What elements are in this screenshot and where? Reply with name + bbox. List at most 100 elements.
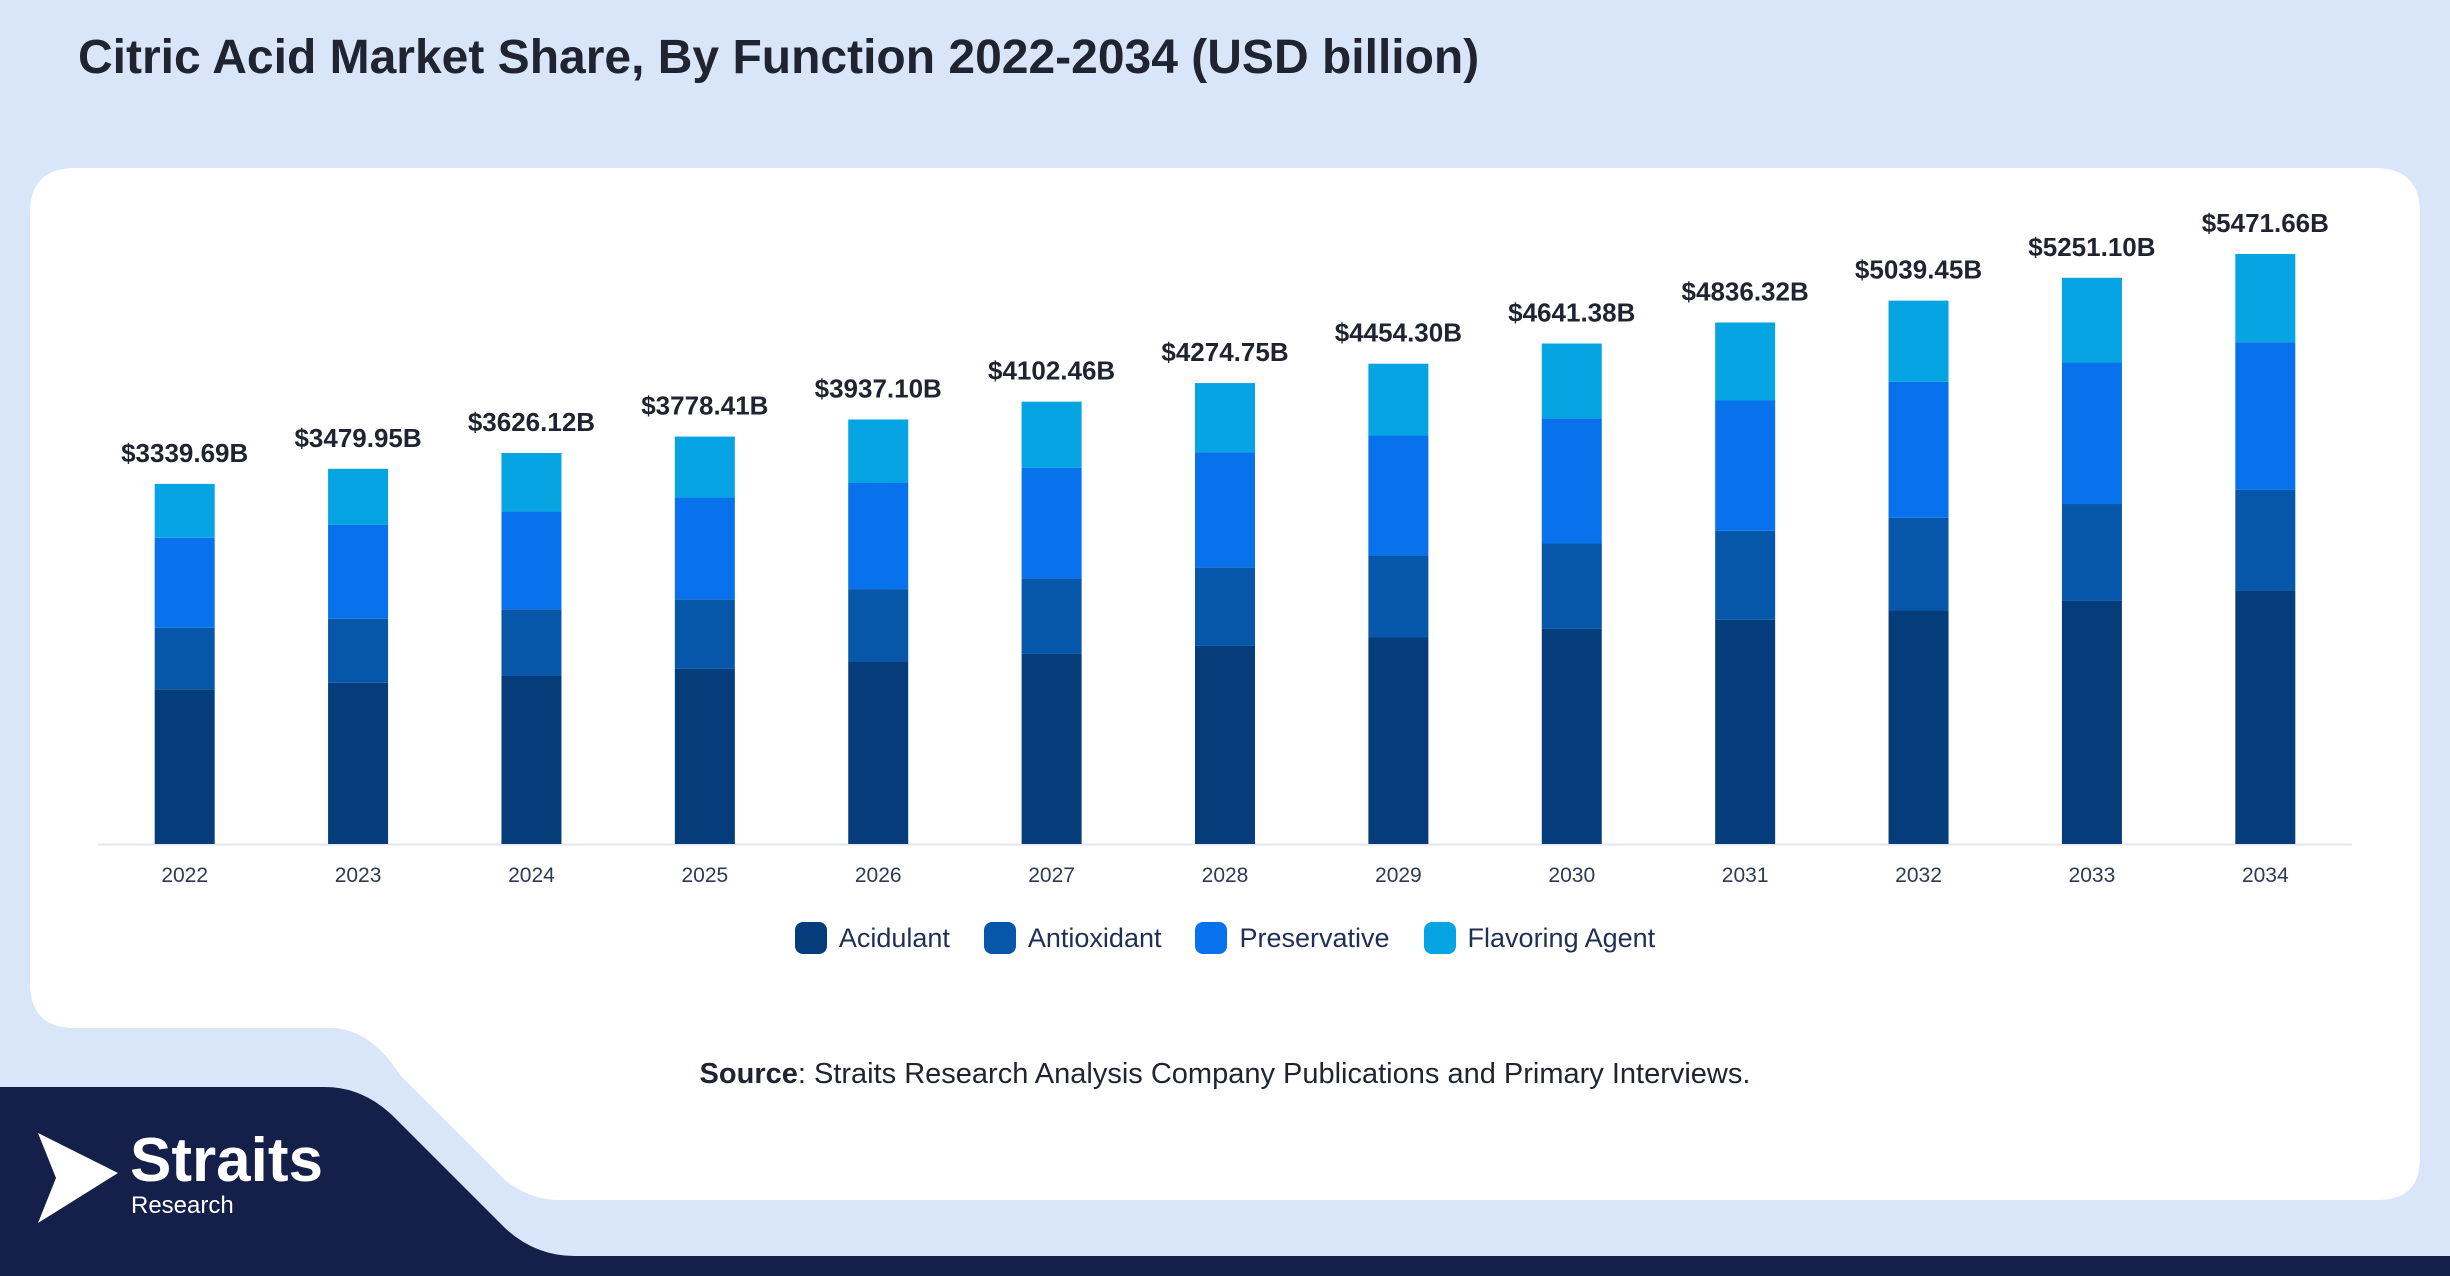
bar-segment-preservative-2027: [1021, 467, 1082, 579]
bar-segment-flavoring-agent-2033: [2061, 277, 2122, 363]
total-label-2022: $3339.69B: [121, 438, 248, 468]
bar-segment-acidulant-2025: [674, 668, 735, 844]
bar-segment-acidulant-2022: [154, 689, 215, 844]
bar-segment-preservative-2023: [328, 524, 389, 619]
total-label-2029: $4454.30B: [1335, 318, 1462, 348]
bar-segment-antioxidant-2028: [1195, 567, 1255, 646]
bar-segment-antioxidant-2022: [154, 627, 215, 690]
legend-label: Acidulant: [838, 922, 950, 953]
total-label-2032: $5039.45B: [1855, 255, 1982, 285]
bar-segment-antioxidant-2027: [1021, 578, 1082, 654]
total-label-2030: $4641.38B: [1508, 298, 1635, 328]
bar-segment-flavoring-agent-2029: [1368, 363, 1429, 436]
x-tick-label-2033: 2033: [2069, 864, 2116, 887]
legend-swatch: [1195, 922, 1228, 954]
straits-logo-icon: [38, 1133, 118, 1223]
x-tick-label-2028: 2028: [1202, 864, 1249, 887]
bar-segment-acidulant-2034: [2235, 590, 2296, 844]
total-label-2028: $4274.75B: [1161, 337, 1288, 367]
bar-segment-antioxidant-2029: [1368, 555, 1429, 638]
bar-segment-antioxidant-2024: [501, 609, 562, 677]
legend-label: Flavoring Agent: [1467, 922, 1656, 953]
bar-segment-antioxidant-2026: [848, 589, 909, 662]
bar-segment-flavoring-agent-2027: [1021, 401, 1082, 468]
bar-segment-flavoring-agent-2024: [501, 453, 562, 512]
total-label-2025: $3778.41B: [641, 391, 768, 421]
bar-segment-flavoring-agent-2026: [848, 419, 909, 483]
x-tick-label-2023: 2023: [335, 864, 382, 887]
legend-label: Antioxidant: [1027, 922, 1162, 953]
x-tick-label-2030: 2030: [1548, 864, 1595, 887]
legend-swatch: [794, 922, 827, 954]
bar-segment-preservative-2025: [674, 497, 735, 600]
legend-item-flavoring-agent: Flavoring Agent: [1423, 922, 1656, 954]
bar-segment-acidulant-2029: [1368, 637, 1429, 844]
bar-segment-acidulant-2024: [501, 676, 562, 844]
logo-backdrop: [0, 1087, 2450, 1276]
bar-segment-antioxidant-2025: [674, 599, 735, 669]
total-label-2027: $4102.46B: [988, 356, 1115, 386]
legend-swatch: [983, 922, 1016, 954]
x-tick-label-2024: 2024: [508, 864, 555, 887]
x-tick-label-2027: 2027: [1028, 864, 1075, 887]
bar-segment-acidulant-2023: [328, 682, 389, 844]
bar-segment-preservative-2032: [1888, 381, 1949, 518]
bar-segment-acidulant-2030: [1541, 628, 1602, 844]
logo-subtitle: Research: [131, 1192, 234, 1219]
source-label: Source: [699, 1058, 798, 1090]
total-label-2024: $3626.12B: [468, 407, 595, 437]
x-tick-label-2031: 2031: [1722, 864, 1769, 887]
legend: Acidulant Antioxidant Preservative Flavorin…: [0, 922, 2450, 954]
logo-name: Straits: [130, 1126, 323, 1195]
total-label-2034: $5471.66B: [2202, 208, 2329, 238]
bar-segment-acidulant-2033: [2061, 600, 2122, 844]
bar-segment-antioxidant-2034: [2235, 489, 2296, 591]
bar-segment-preservative-2028: [1195, 452, 1255, 568]
bar-segment-preservative-2034: [2235, 342, 2296, 490]
stacked-bar-chart: $3339.69B 2022 $3479.95B 2023 $3626.12B 2024 $…: [98, 208, 2352, 887]
bar-segment-preservative-2024: [501, 511, 562, 610]
bar-segment-flavoring-agent-2025: [674, 436, 735, 498]
bar-segment-antioxidant-2031: [1715, 530, 1776, 620]
bar-segment-acidulant-2028: [1195, 645, 1255, 844]
total-label-2026: $3937.10B: [815, 373, 942, 403]
bar-segment-acidulant-2032: [1888, 610, 1949, 844]
bar-segment-preservative-2033: [2061, 362, 2122, 505]
x-tick-label-2022: 2022: [161, 864, 208, 887]
x-tick-label-2032: 2032: [1895, 864, 1942, 887]
bar-segment-antioxidant-2023: [328, 618, 389, 683]
total-label-2033: $5251.10B: [2028, 232, 2155, 262]
bar-segment-preservative-2031: [1715, 400, 1776, 531]
bar-segment-preservative-2029: [1368, 435, 1429, 556]
bar-segment-acidulant-2026: [848, 661, 909, 844]
x-tick-label-2034: 2034: [2242, 864, 2289, 887]
bar-segment-preservative-2022: [154, 537, 215, 628]
bar-segment-antioxidant-2033: [2061, 504, 2122, 601]
bar-segment-antioxidant-2030: [1541, 543, 1602, 629]
chart-title: Citric Acid Market Share, By Function 20…: [78, 31, 1480, 84]
bar-segment-flavoring-agent-2032: [1888, 300, 1949, 382]
bar-segment-acidulant-2031: [1715, 619, 1776, 844]
bar-segment-preservative-2030: [1541, 418, 1602, 544]
bar-segment-flavoring-agent-2031: [1715, 322, 1776, 401]
source-text: : Straits Research Analysis Company Publ…: [797, 1058, 1751, 1090]
source-note: Source: Straits Research Analysis Compan…: [0, 1058, 2450, 1091]
bar-segment-acidulant-2027: [1021, 653, 1082, 844]
legend-item-antioxidant: Antioxidant: [983, 922, 1162, 954]
x-tick-label-2026: 2026: [855, 864, 902, 887]
legend-item-acidulant: Acidulant: [794, 922, 950, 954]
x-tick-label-2029: 2029: [1375, 864, 1422, 887]
bar-segment-flavoring-agent-2028: [1195, 383, 1255, 453]
total-label-2023: $3479.95B: [294, 423, 421, 453]
legend-item-preservative: Preservative: [1195, 922, 1390, 954]
x-tick-label-2025: 2025: [681, 864, 728, 887]
bar-segment-preservative-2026: [848, 482, 909, 590]
bar-segment-flavoring-agent-2030: [1541, 343, 1602, 419]
bar-segment-flavoring-agent-2023: [328, 468, 389, 525]
total-label-2031: $4836.32B: [1682, 277, 1809, 307]
bar-segment-flavoring-agent-2022: [154, 483, 215, 538]
bar-segment-antioxidant-2032: [1888, 517, 1949, 611]
legend-label: Preservative: [1239, 922, 1390, 953]
bar-segment-flavoring-agent-2034: [2235, 254, 2296, 343]
legend-swatch: [1423, 922, 1456, 954]
